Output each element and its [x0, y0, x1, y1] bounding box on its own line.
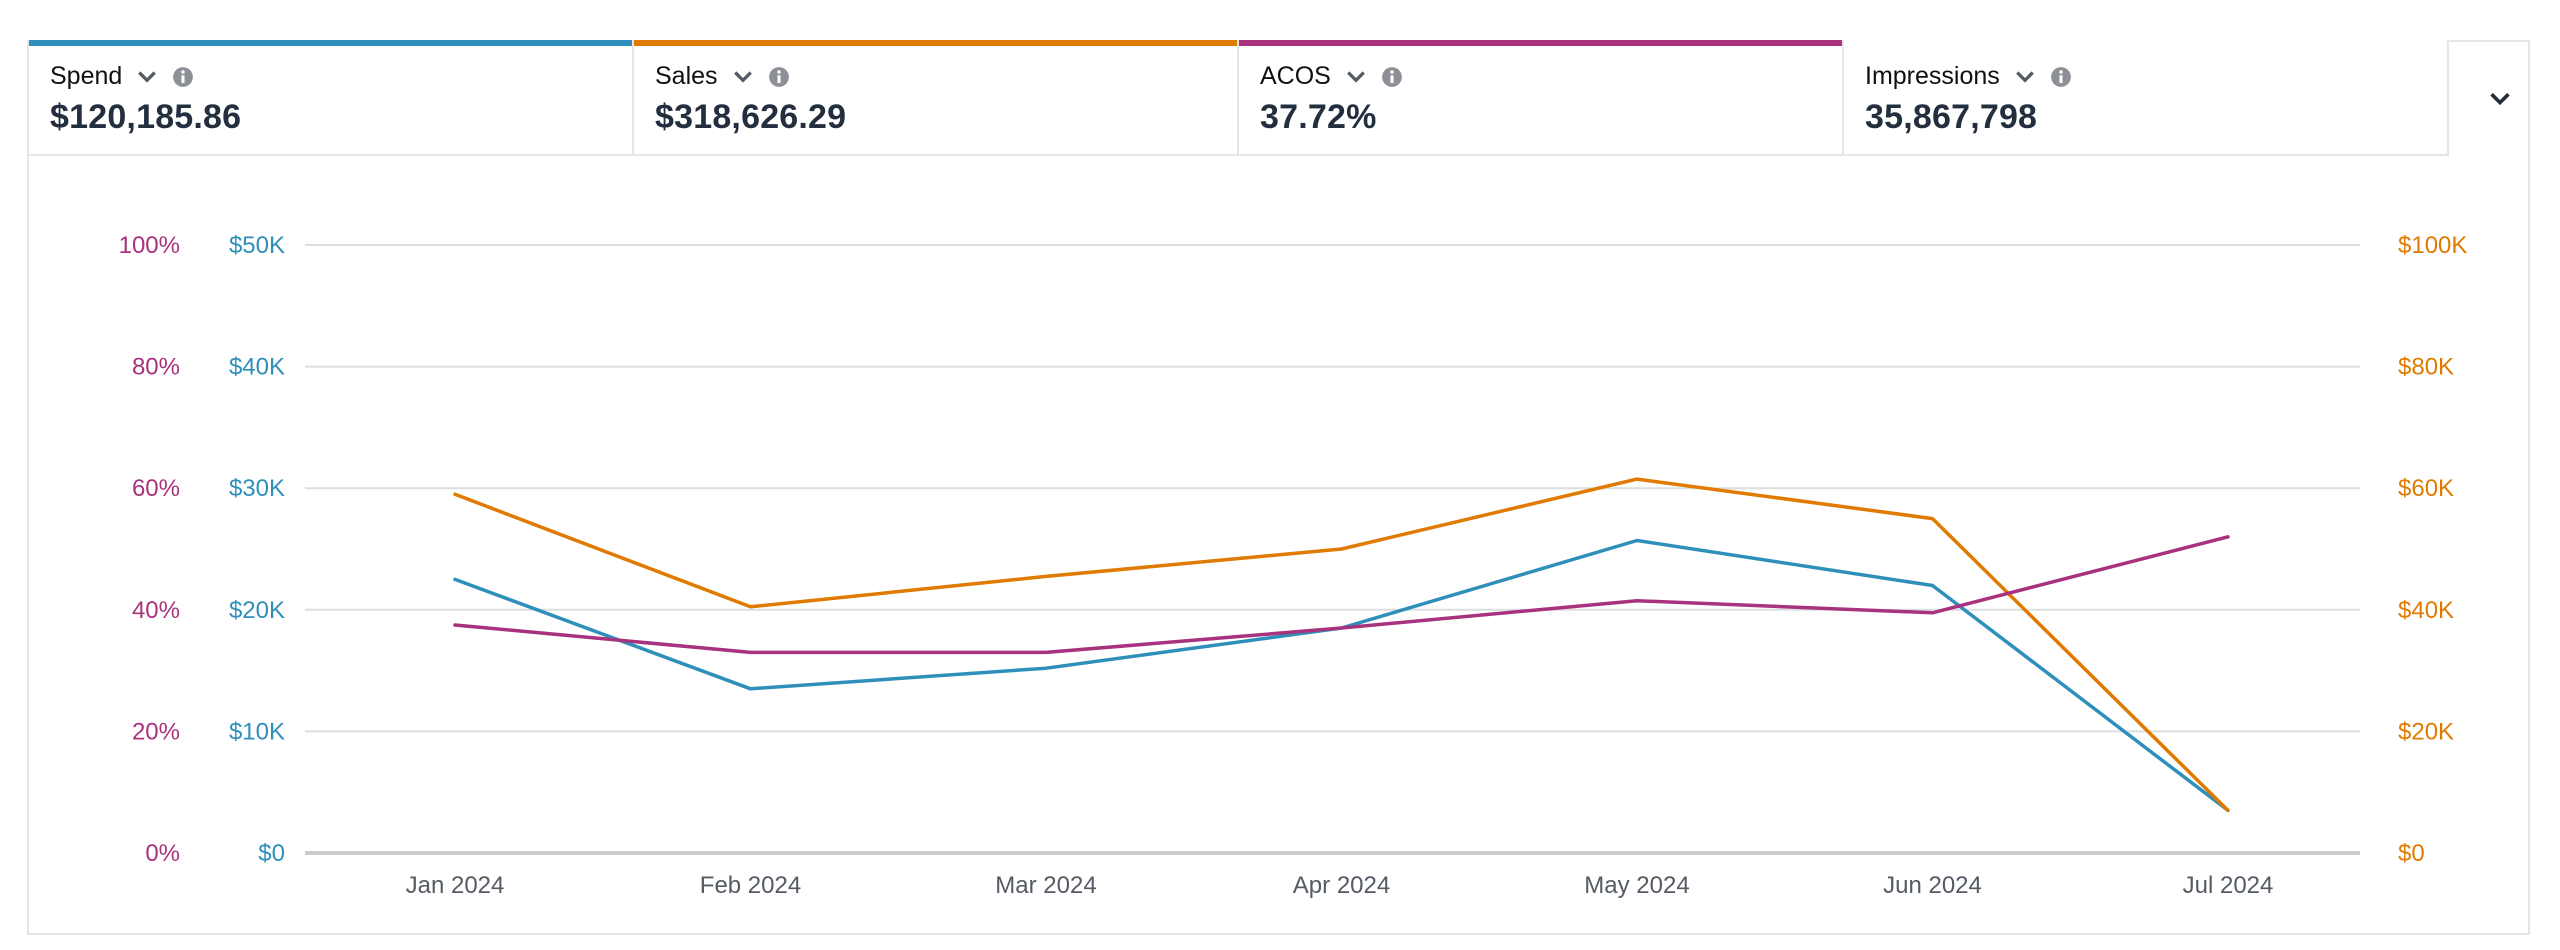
chevron-down-icon [2490, 92, 2510, 106]
y-tick-label-acos: 60% [132, 475, 180, 502]
y-tick-label-acos: 80% [132, 354, 180, 381]
x-tick-label: Jul 2024 [2183, 872, 2274, 899]
y-tick-label-sales: $60K [2398, 475, 2454, 502]
chevron-down-icon[interactable] [1345, 66, 1367, 88]
info-icon[interactable] [1381, 66, 1403, 88]
chevron-down-icon[interactable] [732, 66, 754, 88]
metric-label: Sales [655, 62, 718, 90]
y-tick-label-sales: $0 [2398, 840, 2425, 867]
y-tick-label-acos: 0% [145, 840, 180, 867]
y-tick-label-spend: $40K [229, 354, 285, 381]
y-tick-label-spend: $10K [229, 718, 285, 745]
metric-label: Spend [50, 62, 123, 90]
metric-value: 35,867,798 [1865, 98, 2038, 136]
metric-card-sales[interactable]: Sales $318,626.29 [634, 40, 1239, 156]
metric-value: $120,185.86 [50, 98, 242, 136]
metric-label: Impressions [1865, 62, 2000, 90]
metric-accent-sales [634, 40, 1237, 46]
x-tick-label: Feb 2024 [700, 872, 801, 899]
info-icon[interactable] [768, 66, 790, 88]
y-tick-label-sales: $40K [2398, 597, 2454, 624]
metric-value: 37.72% [1260, 98, 1377, 136]
chevron-down-icon[interactable] [2014, 66, 2036, 88]
series-line-sales [453, 477, 2230, 813]
y-tick-label-spend: $0 [258, 840, 285, 867]
metric-card-acos[interactable]: ACOS 37.72% [1239, 40, 1844, 156]
y-tick-label-spend: $30K [229, 475, 285, 502]
info-icon[interactable] [172, 66, 194, 88]
x-tick-label: May 2024 [1584, 872, 1689, 899]
chevron-down-icon[interactable] [136, 66, 158, 88]
y-tick-label-acos: 40% [132, 597, 180, 624]
expand-metrics-button[interactable] [2475, 74, 2525, 124]
metric-cards: Spend $120,185.86 Sales $318,626.29 ACOS… [29, 40, 2450, 156]
x-tick-label: Jan 2024 [406, 872, 505, 899]
metric-card-spend[interactable]: Spend $120,185.86 [29, 40, 634, 156]
y-tick-label-spend: $20K [229, 597, 285, 624]
series-line-spend [453, 538, 2230, 813]
metric-accent-acos [1239, 40, 1842, 46]
y-tick-label-acos: 20% [132, 718, 180, 745]
metric-accent-spend [29, 40, 632, 46]
x-tick-label: Mar 2024 [995, 872, 1096, 899]
y-tick-label-sales: $20K [2398, 718, 2454, 745]
y-tick-label-sales: $80K [2398, 354, 2454, 381]
metric-value: $318,626.29 [655, 98, 847, 136]
x-tick-label: Jun 2024 [1883, 872, 1982, 899]
y-tick-label-spend: $50K [229, 232, 285, 259]
series-line-acos [453, 535, 2230, 655]
info-icon[interactable] [2050, 66, 2072, 88]
metric-card-impressions[interactable]: Impressions 35,867,798 [1844, 40, 2449, 156]
x-tick-label: Apr 2024 [1293, 872, 1390, 899]
metric-label: ACOS [1260, 62, 1331, 90]
metric-accent-impressions [1844, 40, 2447, 46]
y-tick-label-acos: 100% [119, 232, 180, 259]
y-tick-label-sales: $100K [2398, 232, 2467, 259]
